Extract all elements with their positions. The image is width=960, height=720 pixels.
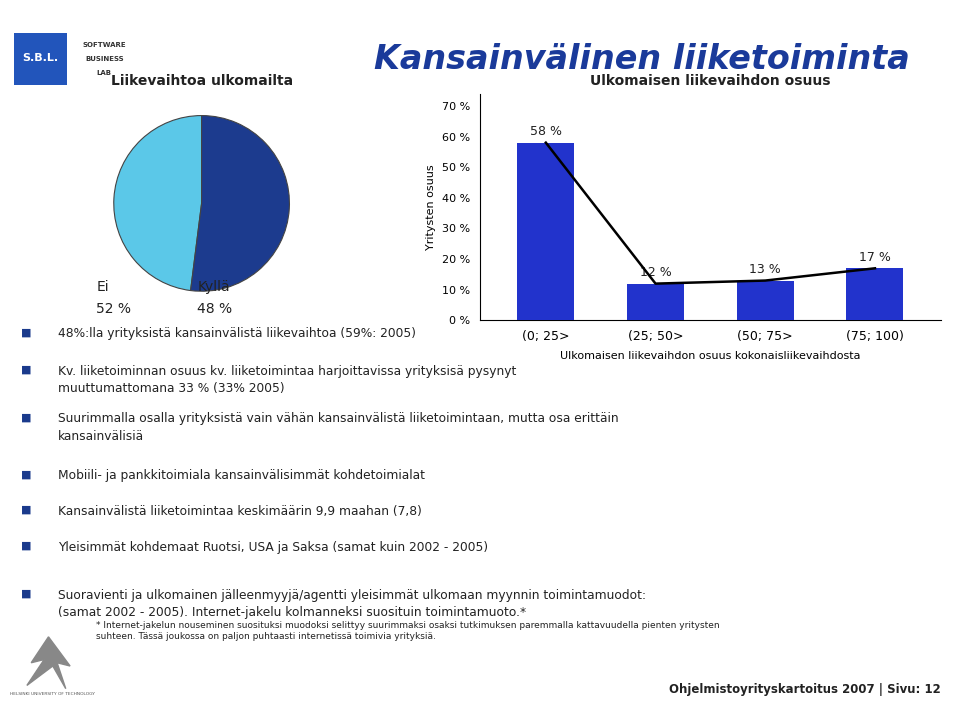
FancyBboxPatch shape [14, 33, 67, 85]
Text: S.B.L.: S.B.L. [22, 53, 59, 63]
Text: ■: ■ [21, 469, 32, 480]
Text: Suurimmalla osalla yrityksistä vain vähän kansainvälistä liiketoimintaan, mutta : Suurimmalla osalla yrityksistä vain vähä… [58, 413, 618, 443]
Text: ■: ■ [21, 505, 32, 515]
Text: * Internet-jakelun nouseminen suosituksi muodoksi selittyy suurimmaksi osaksi tu: * Internet-jakelun nouseminen suosituksi… [96, 621, 720, 642]
X-axis label: Ulkomaisen liikevaihdon osuus kokonaisliikevaihdosta: Ulkomaisen liikevaihdon osuus kokonaisli… [560, 351, 861, 361]
Text: 13 %: 13 % [750, 263, 781, 276]
Text: HELSINKI UNIVERSITY OF TECHNOLOGY: HELSINKI UNIVERSITY OF TECHNOLOGY [11, 692, 95, 696]
Text: 48 %: 48 % [197, 302, 232, 316]
Wedge shape [114, 116, 202, 291]
Bar [736, 281, 794, 320]
Text: 58 %: 58 % [530, 125, 562, 138]
Bar [847, 269, 903, 320]
Text: Suoravienti ja ulkomainen jälleenmyyjä/agentti yleisimmät ulkomaan myynnin toimi: Suoravienti ja ulkomainen jälleenmyyjä/a… [58, 589, 645, 619]
Polygon shape [27, 636, 70, 688]
Text: ■: ■ [21, 413, 32, 423]
Text: Kyllä: Kyllä [197, 280, 229, 294]
Y-axis label: Yritysten osuus: Yritysten osuus [426, 164, 437, 250]
Text: Mobiili- ja pankkitoimiala kansainvälisimmät kohdetoimialat: Mobiili- ja pankkitoimiala kansainvälisi… [58, 469, 424, 482]
Text: Kansainvälistä liiketoimintaa keskimäärin 9,9 maahan (7,8): Kansainvälistä liiketoimintaa keskimääri… [58, 505, 421, 518]
Title: Liikevaihtoa ulkomailta: Liikevaihtoa ulkomailta [110, 74, 293, 89]
Bar [627, 284, 684, 320]
Bar [517, 143, 574, 320]
Text: Yleisimmät kohdemaat Ruotsi, USA ja Saksa (samat kuin 2002 - 2005): Yleisimmät kohdemaat Ruotsi, USA ja Saks… [58, 541, 488, 554]
Text: 12 %: 12 % [639, 266, 671, 279]
Text: LAB: LAB [97, 71, 111, 76]
Text: Ei: Ei [96, 280, 108, 294]
Text: ■: ■ [21, 328, 32, 337]
Text: Ohjelmistoyrityskartoitus 2007 | Sivu: 12: Ohjelmistoyrityskartoitus 2007 | Sivu: 1… [669, 683, 941, 696]
Text: Kansainvälinen liiketoiminta: Kansainvälinen liiketoiminta [374, 42, 910, 76]
Text: 52 %: 52 % [96, 302, 132, 316]
Text: BUSINESS: BUSINESS [84, 56, 124, 63]
Text: ■: ■ [21, 589, 32, 599]
Text: 48%:lla yrityksistä kansainvälistä liikevaihtoa (59%: 2005): 48%:lla yrityksistä kansainvälistä liike… [58, 328, 416, 341]
Text: ■: ■ [21, 541, 32, 551]
Text: SOFTWARE: SOFTWARE [83, 42, 126, 48]
Text: Kv. liiketoiminnan osuus kv. liiketoimintaa harjoittavissa yrityksisä pysynyt
mu: Kv. liiketoiminnan osuus kv. liiketoimin… [58, 364, 516, 395]
Title: Ulkomaisen liikevaihdon osuus: Ulkomaisen liikevaihdon osuus [590, 74, 830, 89]
Wedge shape [191, 116, 289, 291]
Text: 17 %: 17 % [859, 251, 891, 264]
Text: ■: ■ [21, 364, 32, 374]
